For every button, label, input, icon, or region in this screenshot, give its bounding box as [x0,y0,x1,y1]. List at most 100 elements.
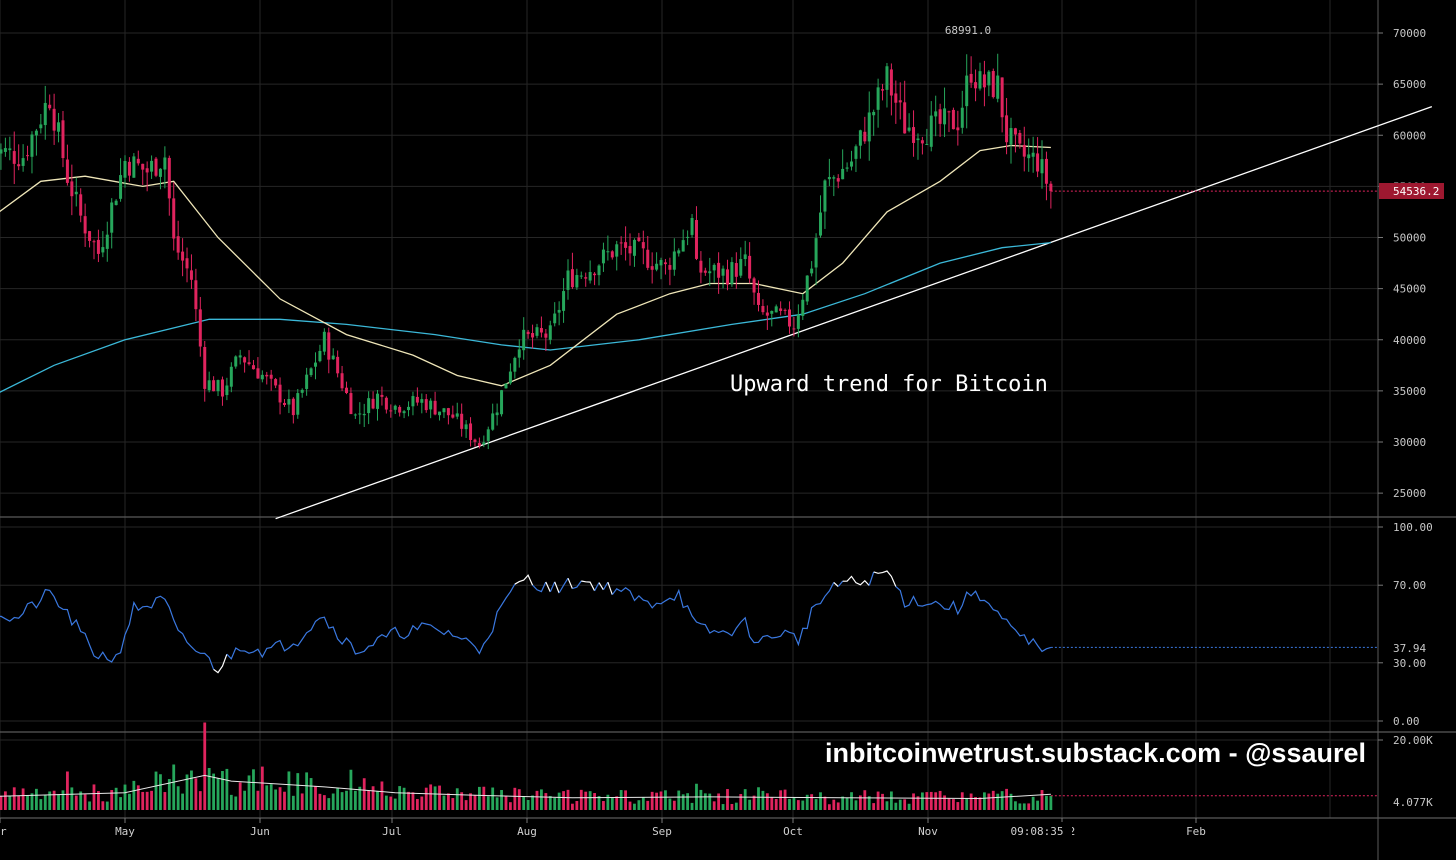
volume-bar [345,790,348,810]
volume-bar [61,790,65,810]
volume-bar [836,802,840,810]
candle-up [74,191,78,195]
volume-bar [291,795,295,810]
volume-bar [655,792,658,810]
candle-down [349,393,353,415]
candle-up [601,249,605,264]
last-price-label: 54536.2 [1393,185,1439,198]
volume-bar [894,802,898,810]
ma-long-line [0,241,1051,393]
volume-bar [943,795,946,810]
candle-up [588,272,592,281]
candle-down [593,273,597,276]
volume-bar [17,795,21,810]
candle-up [500,390,504,415]
volume-bar [757,787,760,810]
volume-bar [730,803,734,810]
candle-down [48,104,52,109]
candle-up [513,357,517,372]
volume-bar [402,787,406,810]
candle-down [269,374,273,379]
candle-up [287,399,291,405]
candle-up [309,368,313,376]
volume-bar [464,800,468,810]
candle-down [717,262,721,278]
volume-bar [322,795,326,810]
volume-bar [783,789,787,810]
volume-bar [455,788,459,810]
candle-down [446,408,450,416]
candle-up [57,122,61,132]
volume-bar [314,786,317,810]
volume-bar [438,785,441,810]
candle-down [734,263,738,277]
candle-up [305,374,309,389]
volume-bar [726,789,729,810]
volume-bar [987,793,991,810]
candle-up [43,102,47,126]
candle-down [783,309,787,311]
volume-bar [898,799,902,810]
volume-bar [956,802,960,810]
volume-bar [876,791,880,810]
candle-up [770,310,774,314]
volume-bar [752,795,756,810]
volume-bar [43,794,47,810]
volume-bar [535,790,539,810]
trendline-layer [275,106,1433,520]
candle-up [331,355,335,360]
volume-bar [269,784,273,810]
candle-up [260,374,264,380]
candle-down [624,242,628,248]
candle-down [345,387,348,393]
volume-bar [805,794,809,810]
volume-bar [947,798,951,810]
volume-bar [163,792,167,810]
candle-up [393,405,397,410]
candle-up [987,71,991,86]
date-label: Jun [250,825,270,838]
volume-bar [88,801,91,810]
volume-bar [252,769,255,810]
rsi-tick-label: 0.00 [1393,715,1420,728]
high-price-label: 68991.0 [945,24,991,37]
volume-bar [721,804,725,810]
rsi-tick-label: 70.00 [1393,579,1426,592]
volume-bar [57,794,60,810]
volume-bar [114,787,118,810]
volume-bar [376,791,379,810]
candle-down [641,242,645,249]
volume-bar [216,778,220,810]
candle-down [247,362,251,365]
candle-down [531,333,535,338]
rsi-layer [0,570,1378,674]
candle-up [39,124,43,129]
candle-down [881,89,885,91]
candle-up [486,429,490,441]
volume-bar [278,787,282,810]
candle-up [615,244,619,257]
candle-up [1009,128,1013,145]
volume-bar [712,801,716,810]
candle-up [238,355,242,358]
volume-bar [176,786,180,810]
volume-bar [424,787,428,810]
candle-down [699,260,703,273]
volume-bar [765,793,769,810]
candle-up [34,130,38,136]
volume-bar [128,793,131,810]
volume-bar [12,787,16,810]
volume-bar [482,786,486,810]
volume-bar [960,792,964,810]
rsi-line [545,581,551,593]
volume-bar [181,793,184,810]
candle-up [123,160,127,178]
volume-bar [92,784,96,810]
volume-bar [796,800,800,810]
rsi-line [611,582,835,647]
candle-up [655,263,659,270]
candle-down [477,443,481,446]
volume-bar [327,798,331,810]
candle-down [189,270,193,280]
candle-up [21,158,25,166]
